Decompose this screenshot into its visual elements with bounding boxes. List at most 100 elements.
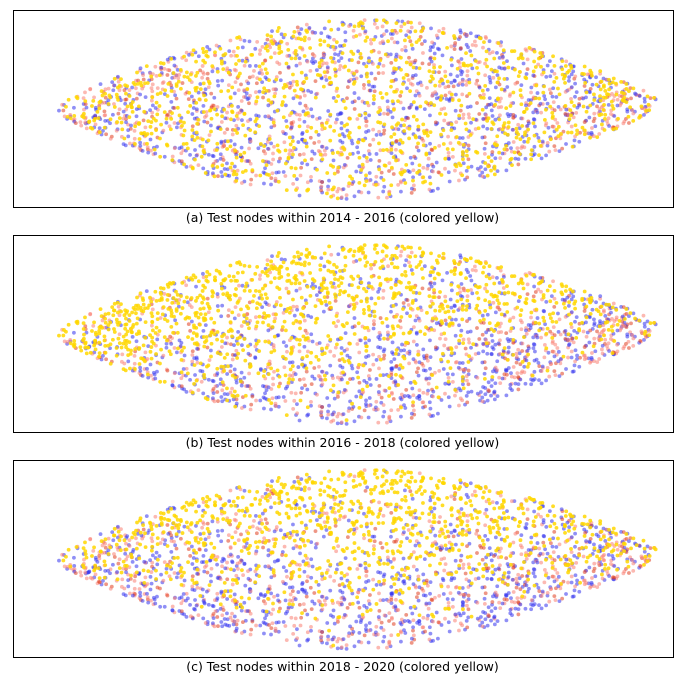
highlighted-node <box>258 77 262 82</box>
node <box>225 161 229 166</box>
node <box>260 44 265 49</box>
highlighted-node <box>637 318 642 323</box>
highlighted-node <box>508 104 513 108</box>
highlighted-node <box>164 116 169 121</box>
highlighted-node <box>269 401 274 405</box>
node <box>569 97 573 101</box>
highlighted-node <box>516 74 521 79</box>
highlighted-node <box>335 196 340 201</box>
node <box>210 69 215 74</box>
node <box>492 390 496 395</box>
highlighted-node <box>577 328 582 333</box>
node <box>203 115 207 119</box>
node <box>611 331 616 336</box>
highlighted-node <box>547 312 552 317</box>
highlighted-node <box>331 44 336 49</box>
highlighted-node <box>597 113 602 118</box>
highlighted-node <box>503 131 508 136</box>
highlighted-node <box>322 39 327 44</box>
highlighted-node <box>318 38 323 43</box>
node <box>201 103 206 108</box>
node <box>272 51 277 55</box>
highlighted-node <box>464 149 469 153</box>
highlighted-node <box>207 272 212 277</box>
node <box>254 81 259 86</box>
node <box>382 347 387 352</box>
highlighted-node <box>460 307 465 312</box>
highlighted-node <box>185 371 190 376</box>
highlighted-node <box>459 103 464 108</box>
highlighted-node <box>220 114 224 119</box>
highlighted-node <box>300 355 305 360</box>
highlighted-node <box>240 270 245 275</box>
node <box>587 90 592 95</box>
node <box>169 83 174 88</box>
node <box>265 37 270 42</box>
highlighted-node <box>516 56 521 61</box>
highlighted-node <box>291 72 295 77</box>
node <box>336 252 341 257</box>
highlighted-node <box>102 125 107 130</box>
highlighted-node <box>378 357 383 362</box>
highlighted-node <box>486 164 491 169</box>
highlighted-node <box>233 128 237 132</box>
highlighted-node <box>445 46 449 50</box>
highlighted-node <box>129 348 133 353</box>
node <box>339 195 344 200</box>
highlighted-node <box>357 362 361 367</box>
node <box>516 122 521 127</box>
node <box>552 71 557 76</box>
highlighted-node <box>551 54 555 59</box>
node <box>342 349 347 353</box>
node <box>460 361 465 365</box>
highlighted-node <box>178 68 183 72</box>
node <box>475 375 480 380</box>
highlighted-node <box>388 334 393 339</box>
node <box>470 291 475 296</box>
highlighted-node <box>445 304 450 309</box>
node <box>518 377 523 382</box>
node <box>232 164 237 169</box>
highlighted-node <box>401 76 406 80</box>
highlighted-node <box>267 78 271 82</box>
highlighted-node <box>519 278 524 282</box>
node <box>625 334 630 339</box>
highlighted-node <box>223 172 228 177</box>
node <box>250 394 255 399</box>
highlighted-node <box>531 298 536 303</box>
highlighted-node <box>124 91 128 96</box>
highlighted-node <box>502 147 507 152</box>
node <box>153 376 158 381</box>
highlighted-node <box>124 332 129 337</box>
node <box>317 116 322 120</box>
highlighted-node <box>390 253 395 258</box>
highlighted-node <box>464 307 469 312</box>
highlighted-node <box>611 106 616 111</box>
node <box>270 254 274 258</box>
node <box>235 168 240 173</box>
node <box>552 369 557 374</box>
highlighted-node <box>225 147 230 151</box>
highlighted-node <box>261 320 265 325</box>
node <box>219 345 224 349</box>
node <box>278 70 282 75</box>
node <box>453 168 457 173</box>
highlighted-node <box>380 95 385 100</box>
highlighted-node <box>281 86 286 90</box>
scatter-plot-b <box>57 243 658 426</box>
node <box>367 113 372 118</box>
node <box>228 390 233 395</box>
node <box>239 370 244 375</box>
node <box>182 353 187 358</box>
highlighted-node <box>305 129 309 134</box>
highlighted-node <box>467 354 472 358</box>
node <box>354 169 359 174</box>
highlighted-node <box>465 153 469 158</box>
node <box>416 349 421 354</box>
highlighted-node <box>584 304 589 309</box>
node <box>350 325 355 330</box>
node <box>638 339 643 343</box>
node <box>452 126 457 131</box>
node <box>358 32 362 37</box>
highlighted-node <box>380 320 385 325</box>
